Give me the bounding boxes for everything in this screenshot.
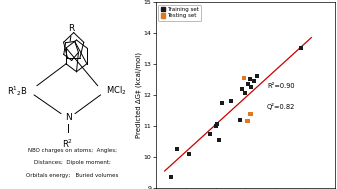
Point	[186, 152, 191, 155]
Text: R$^1$$_2$B: R$^1$$_2$B	[7, 84, 29, 98]
Text: MCl$_2$: MCl$_2$	[106, 85, 127, 98]
Point	[255, 75, 260, 78]
Legend: Training set, Testing set: Training set, Testing set	[158, 5, 202, 21]
Point	[216, 139, 221, 142]
Point	[244, 120, 250, 123]
Point	[207, 132, 212, 135]
Y-axis label: Predicted ΔG‡ (kcal/mol): Predicted ΔG‡ (kcal/mol)	[136, 52, 142, 138]
Text: N: N	[65, 113, 71, 122]
Point	[219, 101, 224, 104]
Point	[252, 80, 257, 83]
Point	[298, 47, 304, 50]
Point	[246, 83, 251, 86]
Text: R$^2$: R$^2$	[62, 138, 73, 150]
Point	[228, 100, 233, 103]
Text: Q²=0.82: Q²=0.82	[267, 103, 296, 110]
Text: R²=0.90: R²=0.90	[267, 83, 295, 89]
Point	[214, 123, 220, 126]
Text: NBO charges on atoms;  Angles;: NBO charges on atoms; Angles;	[28, 148, 117, 153]
Point	[249, 112, 254, 115]
Point	[213, 125, 218, 128]
Point	[247, 112, 253, 115]
Point	[243, 92, 248, 95]
Text: Distances;  Dipole moment;: Distances; Dipole moment;	[34, 160, 111, 165]
Point	[249, 86, 254, 89]
Point	[240, 87, 245, 90]
Point	[237, 118, 242, 121]
Point	[246, 120, 251, 123]
Text: Orbitals energy;   Buried volumes: Orbitals energy; Buried volumes	[26, 173, 118, 177]
Point	[168, 176, 173, 179]
Point	[241, 76, 247, 79]
Title: $\Delta G^{\ddagger}$ = 0.356Ti + 0.519$\mathbf{dipole}$ + 0.198
$\mathbf{LUMO}$: $\Delta G^{\ddagger}$ = 0.356Ti + 0.519$…	[182, 0, 309, 2]
Point	[247, 78, 253, 81]
Text: R: R	[68, 24, 74, 33]
Point	[174, 148, 179, 151]
